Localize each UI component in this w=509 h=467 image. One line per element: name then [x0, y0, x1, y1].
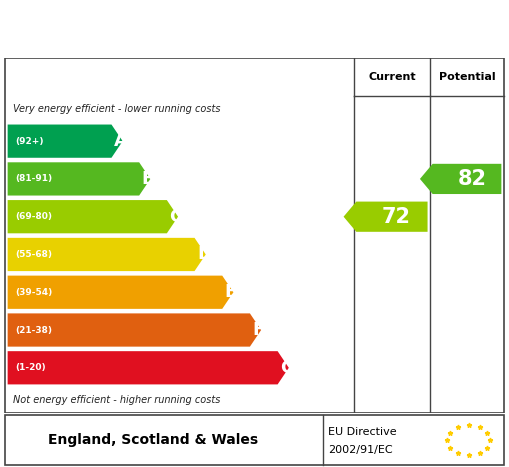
- Text: D: D: [197, 246, 212, 263]
- Polygon shape: [8, 351, 289, 384]
- Polygon shape: [8, 200, 178, 234]
- Text: Energy Efficiency Rating: Energy Efficiency Rating: [10, 19, 317, 39]
- Text: (55-68): (55-68): [15, 250, 52, 259]
- Polygon shape: [344, 202, 428, 232]
- Text: (92+): (92+): [15, 137, 44, 146]
- Text: (21-38): (21-38): [15, 325, 52, 334]
- Polygon shape: [8, 125, 123, 158]
- Text: (1-20): (1-20): [15, 363, 46, 372]
- Text: F: F: [252, 321, 265, 339]
- Polygon shape: [420, 164, 501, 194]
- Polygon shape: [8, 313, 261, 347]
- Text: Not energy efficient - higher running costs: Not energy efficient - higher running co…: [13, 395, 220, 405]
- Text: (81-91): (81-91): [15, 174, 52, 184]
- Text: G: G: [280, 359, 295, 377]
- Text: A: A: [114, 132, 128, 150]
- Polygon shape: [8, 163, 150, 196]
- Text: B: B: [142, 170, 155, 188]
- Text: C: C: [169, 208, 183, 226]
- Text: Very energy efficient - lower running costs: Very energy efficient - lower running co…: [13, 104, 220, 114]
- Text: (69-80): (69-80): [15, 212, 52, 221]
- Text: England, Scotland & Wales: England, Scotland & Wales: [48, 433, 258, 447]
- Text: (39-54): (39-54): [15, 288, 52, 297]
- Text: EU Directive: EU Directive: [328, 427, 397, 437]
- Text: Potential: Potential: [439, 72, 495, 82]
- Text: 72: 72: [382, 207, 410, 226]
- Polygon shape: [8, 238, 206, 271]
- Text: 82: 82: [458, 169, 487, 189]
- Text: 2002/91/EC: 2002/91/EC: [328, 445, 393, 455]
- Text: E: E: [225, 283, 237, 301]
- Polygon shape: [8, 276, 234, 309]
- Text: Current: Current: [368, 72, 416, 82]
